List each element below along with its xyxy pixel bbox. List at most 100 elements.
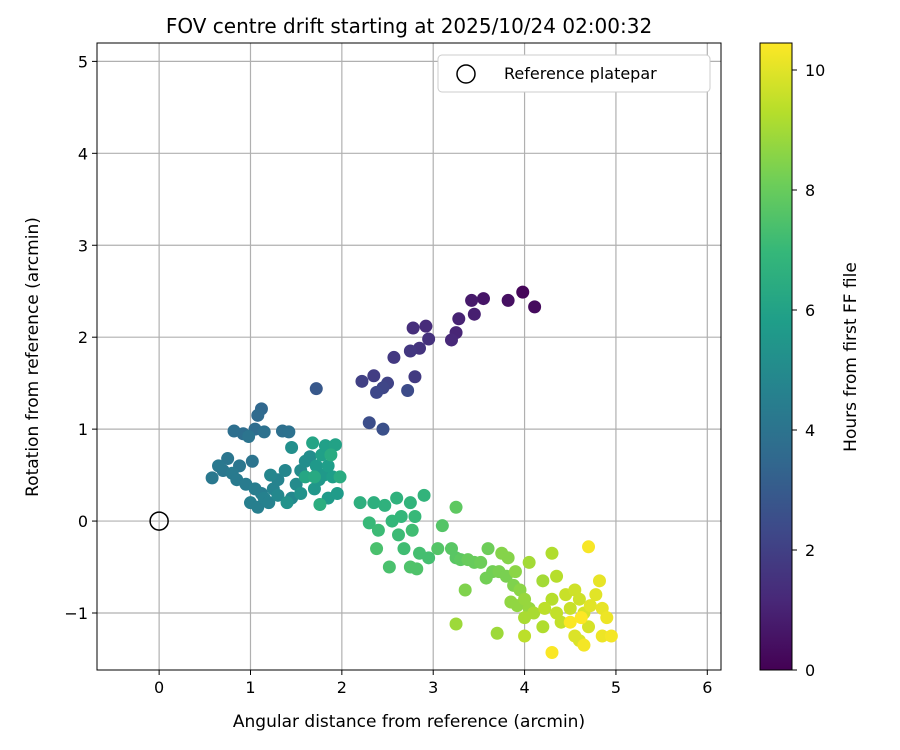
x-axis-label: Angular distance from reference (arcmin): [233, 712, 585, 732]
data-point: [536, 620, 550, 634]
data-point: [251, 408, 265, 422]
x-tick-label: 5: [611, 678, 621, 697]
data-point: [378, 498, 392, 512]
data-point: [518, 629, 532, 643]
data-point: [417, 488, 431, 502]
data-point: [367, 496, 381, 510]
data-point: [422, 332, 436, 346]
data-point: [545, 592, 559, 606]
data-point: [328, 438, 342, 452]
data-point: [242, 429, 256, 443]
colorbar-tick-label: 2: [805, 541, 815, 560]
data-point: [458, 583, 472, 597]
legend-box: [437, 54, 711, 93]
data-point: [221, 452, 235, 466]
data-point: [355, 374, 369, 388]
data-point: [403, 496, 417, 510]
data-point: [397, 542, 411, 556]
colorbar-tick-label: 10: [805, 61, 825, 80]
data-point: [522, 555, 536, 569]
legend-reference-marker: [456, 64, 476, 84]
data-point: [285, 441, 299, 455]
data-point: [324, 448, 338, 462]
data-point: [452, 312, 466, 326]
reference-platepar-marker: [149, 511, 169, 531]
data-point: [309, 382, 323, 396]
x-tick-label: 4: [519, 678, 529, 697]
data-point: [501, 293, 515, 307]
data-point: [431, 542, 445, 556]
data-point: [371, 523, 385, 537]
data-point: [444, 333, 458, 347]
data-point: [574, 611, 588, 625]
data-point: [604, 629, 618, 643]
data-point: [227, 424, 241, 438]
data-point: [401, 384, 415, 398]
colorbar-tick-label: 4: [805, 421, 815, 440]
data-point: [307, 470, 321, 484]
data-point: [294, 486, 308, 500]
data-points: [205, 285, 618, 660]
colorbar-tick-label: 8: [805, 181, 815, 200]
data-point: [362, 516, 376, 530]
x-tick-label: 1: [245, 678, 255, 697]
data-point: [333, 470, 347, 484]
data-point: [271, 488, 285, 502]
colorbar-ticks: 0 2 4 6 8 10: [792, 61, 825, 680]
data-point: [280, 496, 294, 510]
data-point: [527, 606, 541, 620]
data-point: [298, 470, 312, 484]
data-point: [330, 486, 344, 500]
data-point: [536, 574, 550, 588]
plot-frame: [96, 42, 722, 671]
y-tick-label: 2: [78, 328, 88, 347]
data-point: [528, 300, 542, 314]
data-point: [589, 588, 603, 602]
data-point: [309, 459, 323, 473]
data-point: [516, 285, 530, 299]
x-tick-label: 6: [702, 678, 712, 697]
data-point: [405, 523, 419, 537]
data-point: [264, 468, 278, 482]
data-point: [251, 500, 265, 514]
data-point: [501, 551, 515, 565]
chart-title: FOV centre drift starting at 2025/10/24 …: [166, 14, 652, 38]
data-point: [545, 546, 559, 560]
y-axis-ticks: −1 0 1 2 3 4 5: [64, 52, 97, 623]
legend-entry-label: Reference platepar: [504, 64, 657, 83]
data-point: [382, 560, 396, 574]
data-point: [205, 471, 219, 485]
data-point: [370, 385, 384, 399]
data-point: [262, 496, 276, 510]
x-axis-ticks: 0 1 2 3 4 5 6: [154, 670, 712, 697]
y-tick-label: 4: [78, 144, 88, 163]
data-point: [474, 555, 488, 569]
data-point: [419, 319, 433, 333]
x-tick-label: 3: [428, 678, 438, 697]
data-point: [410, 562, 424, 576]
data-point: [408, 509, 422, 523]
data-point: [422, 551, 436, 565]
data-point: [577, 638, 591, 652]
data-point: [282, 425, 296, 439]
data-point: [367, 369, 381, 383]
legend: Reference platepar: [437, 54, 711, 93]
data-point: [435, 519, 449, 533]
data-point: [582, 540, 596, 554]
data-point: [595, 629, 609, 643]
data-point: [449, 617, 463, 631]
data-point: [408, 370, 422, 384]
data-point: [406, 321, 420, 335]
data-point: [550, 569, 564, 583]
colorbar-tick-label: 0: [805, 661, 815, 680]
data-point: [278, 464, 292, 477]
data-point: [582, 620, 596, 634]
y-tick-label: −1: [64, 604, 88, 623]
data-point: [476, 292, 490, 306]
data-point: [257, 425, 271, 439]
data-point: [391, 528, 405, 542]
y-axis-label: Rotation from reference (arcmin): [23, 217, 43, 497]
data-point: [313, 498, 327, 512]
y-tick-label: 3: [78, 236, 88, 255]
